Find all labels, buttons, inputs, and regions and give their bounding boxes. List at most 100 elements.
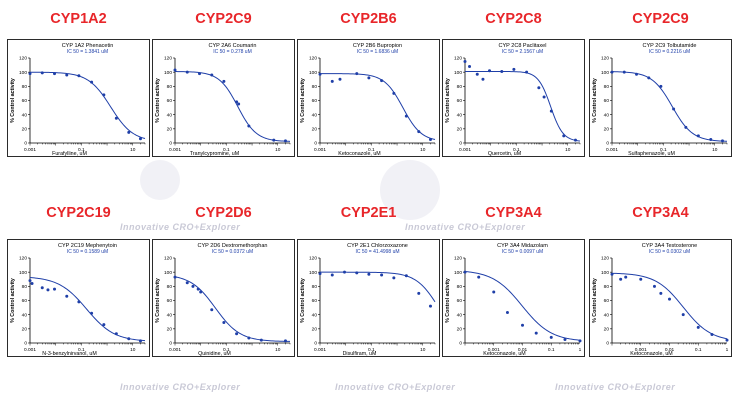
data-point [481,77,485,81]
x-tick-label: 10 [565,147,571,153]
data-point [668,297,671,301]
data-point [173,275,177,279]
y-tick-label: 120 [164,56,172,62]
data-point [477,275,481,279]
y-tick-label: 100 [309,270,317,276]
data-point [247,124,251,128]
chart-title: CYP 2C9 Tolbutamide [643,43,697,49]
data-point [534,331,538,335]
y-axis-label: % Control activity [445,278,451,323]
y-tick-label: 0 [459,341,462,347]
data-point [659,291,663,295]
data-point [222,320,226,324]
data-point [468,65,472,68]
y-tick-label: 120 [19,256,27,262]
data-point [463,270,467,274]
data-point [40,71,44,75]
y-tick-label: 120 [454,256,462,262]
y-tick-label: 0 [169,141,172,147]
data-point [28,72,32,76]
data-point [65,294,69,298]
data-point [198,72,202,76]
chart-title: CYP 3A4 Testosterone [642,243,697,249]
data-point [30,282,34,285]
y-tick-label: 120 [601,56,609,62]
chart-title: CYP 2C8 Paclitaxel [499,43,547,49]
y-tick-label: 40 [457,112,463,118]
ic50-label: IC 50 = 0.1589 uM [67,249,108,255]
ic50-label: IC 50 = 0.278 uM [213,49,252,55]
y-tick-label: 80 [604,84,610,90]
x-tick-label: 10 [420,347,426,353]
data-point [235,100,239,104]
y-tick-label: 20 [312,327,318,333]
data-point [696,325,700,329]
y-tick-label: 20 [604,327,610,333]
chart-box: CYP 3A4 Testosterone IC 50 = 0.0302 uM 0 20… [589,239,732,357]
x-axis-label: Quinidine, uM [198,351,231,357]
fit-curve [611,71,728,142]
data-point [639,277,643,281]
x-tick-label: 10 [420,147,426,153]
y-tick-label: 0 [606,341,609,347]
x-tick-label: 0.1 [223,147,230,153]
x-tick-label: 0.1 [660,147,667,153]
x-tick-label: 10 [130,347,136,353]
data-point [355,271,359,275]
data-point [65,73,69,77]
x-axis-label: Furafylline, uM [52,151,87,157]
ic50-label: IC 50 = 0.2216 uM [649,49,690,55]
data-point [127,130,131,134]
x-tick-label: 1 [579,347,582,353]
ic50-label: IC 50 = 41.4998 uM [355,249,399,255]
data-point [102,93,106,97]
x-tick-label: 10 [275,147,281,153]
data-point [40,286,44,290]
y-tick-label: 120 [309,256,317,262]
data-point [199,290,203,294]
chart-title: CYP 3A4 Midazolam [497,243,548,249]
x-tick-label: 0.1 [513,147,520,153]
y-tick-label: 0 [459,141,462,147]
data-point [624,275,628,279]
data-point [173,68,177,72]
y-tick-label: 120 [601,256,609,262]
y-tick-label: 100 [601,70,609,76]
y-axis-label: % Control activity [592,278,598,323]
data-point [343,270,347,274]
data-point [272,138,276,142]
y-tick-label: 60 [312,298,318,304]
data-point [318,272,322,276]
data-point [210,73,214,77]
y-tick-label: 100 [19,70,27,76]
y-tick-label: 20 [22,327,28,333]
panel-title: CYP3A4 [485,205,542,221]
data-point [138,137,142,141]
data-point [283,339,287,343]
panel-title: CYP3A4 [632,205,689,221]
data-point [185,70,189,74]
data-point [463,60,467,64]
panel-title: CYP1A2 [50,11,107,27]
chart-box: CYP 2E1 Chlorzoxazone IC 50 = 41.4998 uM 0… [297,239,440,357]
x-tick-label: 0.001 [314,147,326,153]
data-point [185,281,189,285]
y-tick-label: 60 [312,98,318,104]
x-tick-label: 0.1 [695,347,702,353]
y-tick-label: 80 [167,84,173,90]
data-point [392,276,396,280]
fit-curve [30,71,146,140]
x-tick-label: 0.001 [169,147,181,153]
y-tick-label: 80 [167,284,173,290]
chart-box: CYP 2A6 Coumarin IC 50 = 0.278 uM 0 20 40 60 8… [152,39,295,157]
y-tick-label: 60 [457,98,463,104]
data-point [709,137,713,141]
chart-title: CYP 2C19 Mephenytoin [58,243,117,249]
y-tick-label: 40 [22,312,28,318]
y-tick-label: 100 [164,70,172,76]
x-tick-label: 0.001 [169,347,181,353]
data-point [512,67,516,71]
y-tick-label: 0 [314,341,317,347]
